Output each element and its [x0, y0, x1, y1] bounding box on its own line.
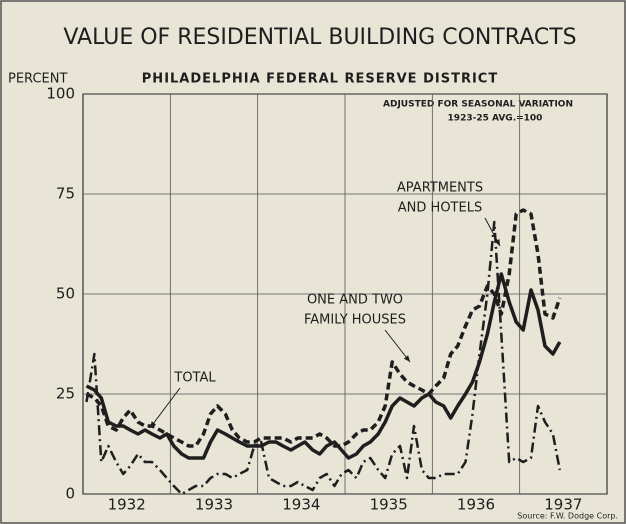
series-line [85, 272, 562, 460]
y-axis-label: PERCENT [8, 72, 67, 87]
x-tick-label: 1934 [282, 496, 320, 514]
chart-subtitle: PHILADELPHIA FEDERAL RESERVE DISTRICT [142, 72, 498, 87]
annotation-arrow [149, 387, 181, 429]
y-tick-label: 100 [46, 85, 75, 103]
note: 1923-25 AVG.=100 [448, 114, 543, 124]
series-line [85, 220, 562, 496]
chart-title: VALUE OF RESIDENTIAL BUILDING CONTRACTS [63, 25, 576, 50]
source: Source: F.W. Dodge Corp. [517, 512, 618, 521]
x-tick-label: 1935 [370, 496, 408, 514]
arrow-head [403, 355, 410, 362]
series-label: ONE AND TWO [307, 293, 403, 308]
x-tick-label: 1932 [108, 496, 146, 514]
y-tick-label: 25 [56, 385, 75, 403]
y-tick-label: 50 [56, 285, 75, 303]
note: ADJUSTED FOR SEASONAL VARIATION [383, 100, 573, 110]
x-tick-label: 1933 [195, 496, 233, 514]
arrow-head [150, 421, 157, 428]
y-tick-label: 75 [56, 185, 75, 203]
series-label: TOTAL [173, 371, 216, 386]
series-label: AND HOTELS [398, 201, 482, 216]
series-label: APARTMENTS [397, 181, 483, 196]
y-tick-label: 0 [65, 485, 75, 503]
annotation-arrow [384, 329, 411, 363]
arrow-head [494, 239, 500, 246]
series-label: FAMILY HOUSES [304, 313, 406, 328]
x-tick-label: 1936 [457, 496, 495, 514]
x-tick-label: 1937 [544, 496, 582, 514]
